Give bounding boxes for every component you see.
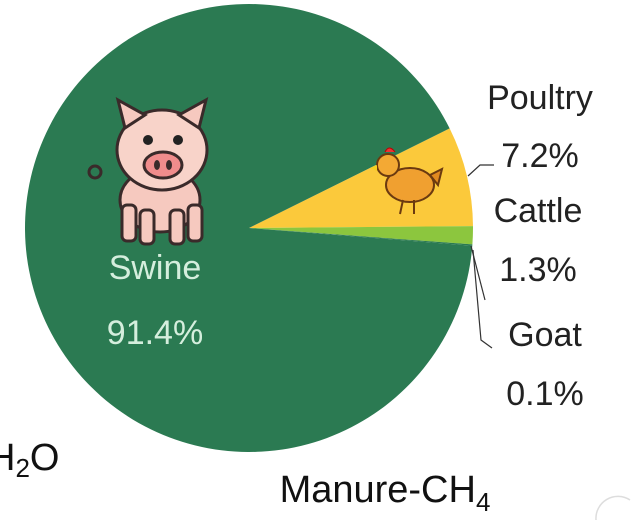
category-label: Swine (109, 249, 202, 287)
side-label-sub: 2 (15, 453, 29, 483)
value-label: 1.3% (499, 251, 577, 289)
pie (25, 3, 473, 452)
chart-title: Manure-CH4 (280, 469, 491, 517)
value-label: 0.1% (506, 375, 584, 413)
leader-line (467, 164, 494, 177)
value-label: 91.4% (107, 314, 203, 352)
leader-line (472, 249, 493, 349)
title-main: Manure-CH (280, 469, 476, 511)
chicken-icon (370, 147, 444, 215)
category-label: Poultry (487, 79, 593, 117)
pie-slice (249, 228, 473, 246)
side-label: H2O (0, 437, 59, 483)
pie-slice (249, 128, 473, 228)
side-label-tail: O (30, 437, 60, 479)
category-label: Cattle (494, 192, 583, 230)
title-sub: 4 (476, 487, 490, 517)
decoration (595, 495, 631, 521)
pie-slice (249, 226, 473, 245)
side-label-main: H (0, 437, 15, 479)
value-label: 7.2% (501, 137, 579, 175)
category-label: Goat (508, 316, 582, 354)
pig-icon (87, 97, 209, 246)
